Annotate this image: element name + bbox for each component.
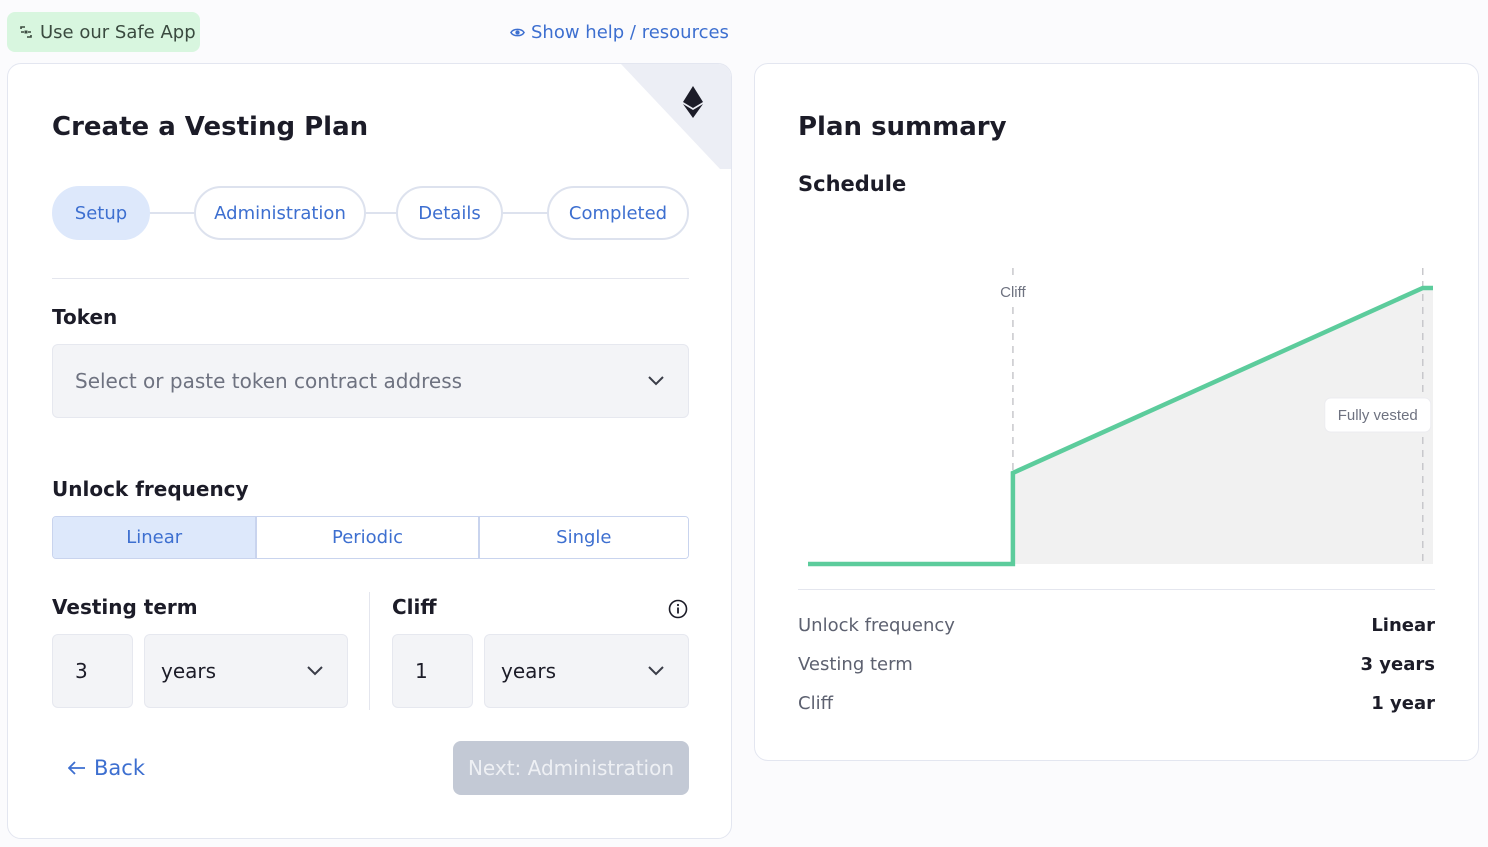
ethereum-icon: [683, 86, 703, 118]
safe-logo-icon: [20, 26, 32, 38]
cliff-unit-select[interactable]: years: [484, 634, 689, 708]
vesting-term-unit: years: [161, 659, 217, 683]
vesting-plan-form-card: Create a Vesting Plan Setup Administrati…: [7, 63, 732, 839]
cliff-label-bg: [990, 280, 1035, 302]
vesting-term-input[interactable]: 3: [52, 634, 133, 708]
summary-value: 3 years: [1360, 653, 1435, 675]
summary-key: Vesting term: [798, 653, 913, 675]
unlock-single-button[interactable]: Single: [479, 517, 688, 558]
network-corner: [621, 64, 731, 169]
cliff-input[interactable]: 1: [392, 634, 473, 708]
vesting-schedule-chart: Cliff Fully vested: [808, 268, 1433, 567]
vested-area: [1012, 288, 1433, 564]
unlock-linear-button[interactable]: Linear: [53, 517, 258, 558]
summary-row-cliff: Cliff 1 year: [798, 688, 1435, 718]
unlock-periodic-button[interactable]: Periodic: [257, 517, 480, 558]
next-administration-button[interactable]: Next: Administration: [453, 741, 689, 795]
info-icon[interactable]: [668, 599, 688, 619]
summary-row-unlock-frequency: Unlock frequency Linear: [798, 610, 1435, 640]
fully-vested-marker-label: Fully vested: [1338, 407, 1418, 424]
eye-icon: [510, 28, 525, 36]
chevron-down-icon: [648, 666, 664, 676]
fully-vested-label-bg: [1324, 397, 1432, 433]
unlock-frequency-label: Unlock frequency: [52, 477, 249, 501]
summary-value: Linear: [1371, 614, 1435, 636]
summary-key: Unlock frequency: [798, 614, 955, 636]
cliff-label: Cliff: [392, 595, 437, 619]
token-placeholder: Select or paste token contract address: [75, 369, 463, 393]
safe-app-label: Use our Safe App: [40, 21, 196, 43]
summary-row-vesting-term: Vesting term 3 years: [798, 649, 1435, 679]
schedule-label: Schedule: [798, 172, 907, 196]
back-label: Back: [94, 756, 145, 780]
use-safe-app-button[interactable]: Use our Safe App: [7, 12, 200, 52]
arrow-left-icon: [68, 761, 85, 775]
chevron-down-icon: [307, 666, 323, 676]
section-divider: [52, 278, 689, 279]
chevron-down-icon: [648, 376, 664, 386]
unlock-frequency-toggle: Linear Periodic Single: [52, 516, 689, 559]
summary-value: 1 year: [1371, 692, 1435, 714]
step-completed[interactable]: Completed: [547, 186, 689, 240]
step-setup[interactable]: Setup: [52, 186, 150, 240]
step-administration[interactable]: Administration: [194, 186, 366, 240]
cliff-unit: years: [501, 659, 557, 683]
summary-key: Cliff: [798, 692, 833, 714]
plan-summary-card: Plan summary Schedule Cliff Fully vested…: [754, 63, 1479, 761]
stepper: Setup Administration Details Completed: [52, 186, 689, 241]
field-divider: [369, 592, 370, 710]
help-label: Show help / resources: [531, 21, 729, 43]
stepper-line: [102, 212, 639, 214]
vesting-term-label: Vesting term: [52, 595, 198, 619]
step-details[interactable]: Details: [396, 186, 503, 240]
token-select[interactable]: Select or paste token contract address: [52, 344, 689, 418]
cliff-marker-label: Cliff: [1000, 284, 1026, 301]
summary-divider: [798, 589, 1435, 590]
page-title: Create a Vesting Plan: [52, 112, 369, 142]
show-help-link[interactable]: Show help / resources: [510, 18, 729, 46]
vesting-term-unit-select[interactable]: years: [144, 634, 348, 708]
back-button[interactable]: Back: [68, 750, 145, 786]
token-label: Token: [52, 305, 118, 329]
summary-title: Plan summary: [798, 112, 1007, 142]
vesting-line: [808, 285, 1433, 567]
